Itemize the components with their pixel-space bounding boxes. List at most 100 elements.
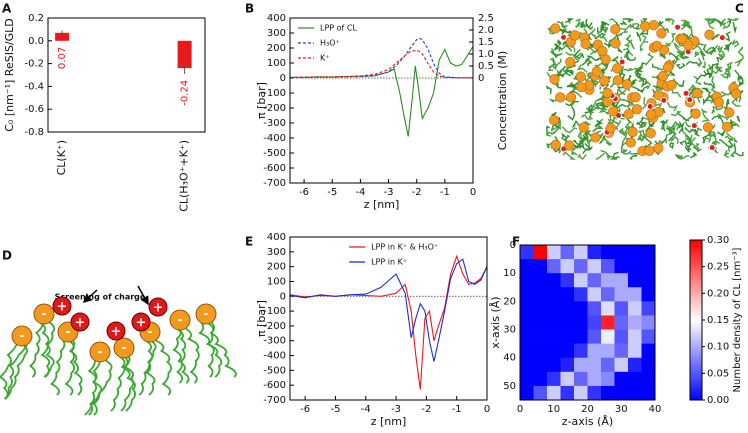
lipid-tail <box>623 47 634 57</box>
colorbar-step <box>690 397 702 401</box>
x-tick-label: 10 <box>547 404 560 415</box>
heat-cell <box>614 385 629 401</box>
headgroup <box>550 23 561 34</box>
lipid-tail <box>597 32 608 43</box>
heat-cell <box>601 357 615 373</box>
lipid-tail <box>0 343 18 400</box>
lipid-tail <box>723 45 730 51</box>
lipid-tail <box>689 152 698 159</box>
charge-sign: + <box>136 316 147 331</box>
headgroup <box>575 71 587 82</box>
y2-tick-label: 2.0 <box>478 25 494 36</box>
lipid-tail <box>577 130 584 144</box>
lipid-tail <box>598 135 606 144</box>
y-tick-label: -700 <box>263 178 286 189</box>
ion <box>718 34 726 42</box>
lipid-tail <box>551 59 557 71</box>
lipid-tail <box>545 85 552 95</box>
heat-cell <box>533 357 548 373</box>
headgroup <box>608 106 619 117</box>
y-tick-label: 400 <box>267 13 286 24</box>
x-tick-label: 30 <box>615 404 628 415</box>
lipid-tail <box>638 29 649 36</box>
lipid-tail <box>174 327 187 384</box>
x-axis-label: z [nm] <box>371 415 407 428</box>
heat-cell <box>547 385 561 401</box>
y-tick-label: 200 <box>267 262 286 273</box>
x-tick-label: -4 <box>355 187 365 198</box>
lipid-tail <box>674 48 687 59</box>
y-tick-label: -100 <box>263 306 286 317</box>
heat-cell <box>574 301 588 316</box>
lipid-tail <box>685 60 700 67</box>
headgroup <box>627 126 638 137</box>
lipid-tail <box>578 140 583 145</box>
lipid-tail <box>701 87 709 91</box>
value-label: -0.24 <box>180 80 191 106</box>
headgroup <box>644 145 655 156</box>
colorbar-step <box>690 336 702 340</box>
y-tick-label: -600 <box>263 380 286 391</box>
lipid-tail <box>666 71 675 78</box>
headgroup <box>169 309 191 331</box>
headgroup <box>630 92 641 103</box>
lipid-tail <box>648 121 656 128</box>
lipid-tail <box>198 321 223 378</box>
heat-cell <box>520 315 534 330</box>
headgroup <box>549 74 560 85</box>
panel-label: F <box>512 235 520 249</box>
colorbar-step <box>690 312 702 316</box>
heat-cell <box>533 301 548 316</box>
y-tick-label: -400 <box>263 133 286 144</box>
lipid-tail <box>634 67 640 78</box>
heat-cell <box>574 357 588 373</box>
headgroup <box>690 108 701 119</box>
headgroup <box>590 132 601 143</box>
lipid-tail <box>623 54 630 59</box>
colorbar-step <box>690 365 702 369</box>
lipid-tail <box>664 41 672 47</box>
lipid-tail <box>716 18 726 27</box>
heat-cell <box>614 357 629 373</box>
lipid-tail <box>726 70 730 80</box>
lipid-tail <box>723 63 732 76</box>
plot-frame <box>519 244 656 401</box>
lipid-tail <box>725 18 732 29</box>
x-axis-label: z [nm] <box>364 198 400 211</box>
lipid-tail <box>691 45 705 56</box>
headgroup <box>621 79 633 90</box>
y2-axis-label: Concentration (M) <box>496 51 509 150</box>
lipid-tail <box>697 57 703 68</box>
heat-cell <box>547 357 561 373</box>
heat-cell <box>587 343 602 359</box>
heat-cell <box>574 273 588 288</box>
bar <box>177 40 192 69</box>
lipid-tail <box>736 115 741 123</box>
lipid-tail <box>628 18 634 22</box>
heat-cell <box>641 273 656 288</box>
line-series <box>289 49 473 79</box>
lipid-tail <box>713 62 723 73</box>
lipid-tail <box>636 31 642 42</box>
charge-sign: - <box>178 313 183 327</box>
lipid-tail <box>673 42 685 55</box>
lipid-tail <box>575 18 581 29</box>
colorbar-step <box>690 285 702 289</box>
headgroup <box>713 97 724 108</box>
y2-tick-label: 0.5 <box>478 61 494 72</box>
heat-cell <box>641 245 656 260</box>
heat-cell <box>628 301 642 316</box>
lipid-tail <box>554 58 562 69</box>
lipid-tail <box>700 108 708 113</box>
lipid-tail <box>586 139 593 151</box>
heat-cell <box>641 385 656 401</box>
lipid-tail <box>590 28 598 39</box>
heat-cell <box>628 329 642 344</box>
lipid-tail <box>576 64 588 74</box>
headgroup <box>591 66 602 77</box>
lipid-tail <box>634 23 641 30</box>
headgroup <box>89 341 111 363</box>
colorbar-step <box>690 272 702 276</box>
lipid-tail <box>571 150 578 156</box>
